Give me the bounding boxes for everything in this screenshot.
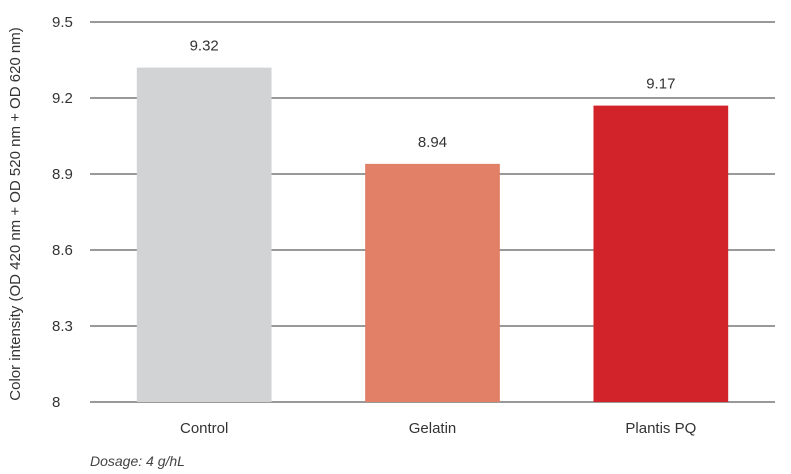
bar-gelatin [365, 163, 500, 402]
data-label: 8.94 [418, 134, 447, 151]
dosage-note: Dosage: 4 g/hL [90, 453, 185, 469]
x-category-label: Plantis PQ [625, 420, 696, 437]
y-tick-label: 8.6 [52, 242, 73, 259]
y-axis-ticks: 8 8.3 8.6 8.9 9.2 9.5 [52, 14, 73, 411]
x-category-label: Gelatin [409, 420, 457, 437]
x-category-label: Control [180, 420, 228, 437]
bar-control [136, 67, 272, 402]
y-tick-label: 8.3 [52, 318, 73, 335]
data-label: 9.17 [646, 76, 675, 93]
y-tick-label: 9.2 [52, 90, 73, 107]
x-axis-categories: Control Gelatin Plantis PQ [180, 420, 696, 437]
y-tick-label: 8 [52, 394, 60, 411]
bars [136, 67, 729, 402]
y-axis-title: Color intensity (OD 420 nm + OD 520 nm +… [7, 27, 24, 400]
bar-plantis-pq [593, 105, 729, 402]
y-tick-label: 8.9 [52, 166, 73, 183]
data-labels: 9.32 8.94 9.17 [190, 38, 676, 151]
y-tick-label: 9.5 [52, 14, 73, 31]
data-label: 9.32 [190, 38, 219, 55]
